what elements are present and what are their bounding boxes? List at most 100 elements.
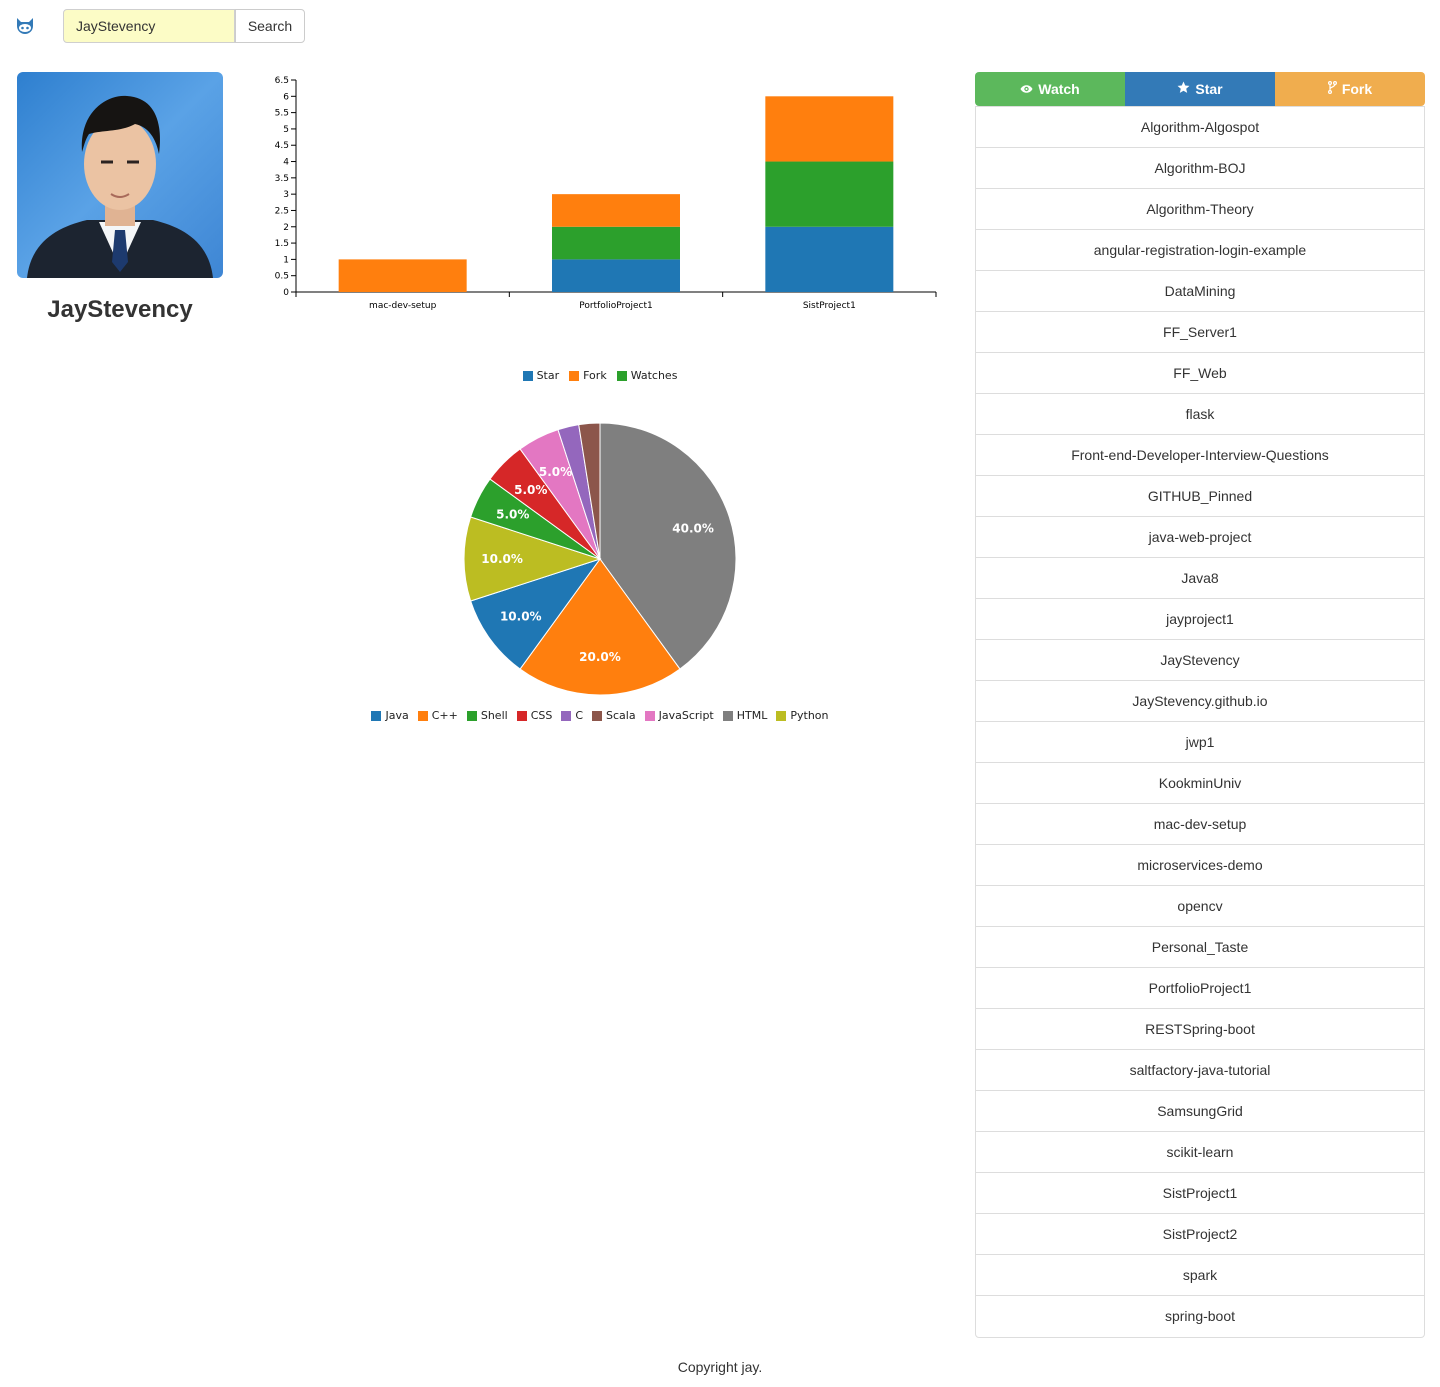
bar-sistproject1-star — [765, 227, 893, 292]
legend-label-html: HTML — [737, 709, 768, 722]
avatar — [17, 72, 223, 278]
legend-label-watches: Watches — [631, 369, 678, 382]
y-tick-label: 5.5 — [275, 109, 289, 119]
profile-username: JayStevency — [17, 296, 223, 324]
y-tick-label: 0.5 — [275, 272, 289, 282]
repo-item-kookminuniv[interactable]: KookminUniv — [976, 763, 1424, 804]
y-tick-label: 1 — [283, 255, 289, 265]
repo-item-jayproject1[interactable]: jayproject1 — [976, 599, 1424, 640]
repo-item-microservices-demo[interactable]: microservices-demo — [976, 845, 1424, 886]
repo-item-restspring-boot[interactable]: RESTSpring-boot — [976, 1009, 1424, 1050]
legend-label-fork: Fork — [583, 369, 607, 382]
pie-label-python: 10.0% — [481, 552, 523, 566]
legend-label-css: CSS — [531, 709, 553, 722]
bar-sistproject1-fork — [765, 96, 893, 161]
y-tick-label: 1.5 — [275, 239, 289, 249]
legend-swatch-java — [371, 711, 381, 721]
bar-portfolioproject1-star — [552, 259, 680, 292]
repo-item-angular-registration-login-example[interactable]: angular-registration-login-example — [976, 230, 1424, 271]
star-icon — [1177, 81, 1190, 97]
fork-button[interactable]: Fork — [1275, 72, 1425, 106]
legend-label-c: C++ — [432, 709, 458, 722]
search-button[interactable]: Search — [235, 9, 305, 43]
bar-portfolioproject1-fork — [552, 194, 680, 227]
y-tick-label: 2 — [283, 223, 289, 233]
legend-label-javascript: JavaScript — [659, 709, 714, 722]
legend-item-watches: Watches — [617, 369, 678, 382]
legend-item-java: Java — [371, 709, 408, 722]
y-tick-label: 3.5 — [275, 174, 289, 184]
y-tick-label: 6.5 — [275, 76, 289, 86]
star-label: Star — [1195, 81, 1222, 97]
legend-swatch-html — [723, 711, 733, 721]
y-tick-label: 2.5 — [275, 206, 289, 216]
legend-item-fork: Fork — [569, 369, 607, 382]
repo-item-ff-server1[interactable]: FF_Server1 — [976, 312, 1424, 353]
repo-item-github-pinned[interactable]: GITHUB_Pinned — [976, 476, 1424, 517]
legend-item-html: HTML — [723, 709, 768, 722]
repo-item-algorithm-boj[interactable]: Algorithm-BOJ — [976, 148, 1424, 189]
y-tick-label: 3 — [283, 190, 289, 200]
repo-item-mac-dev-setup[interactable]: mac-dev-setup — [976, 804, 1424, 845]
legend-item-python: Python — [776, 709, 828, 722]
legend-label-star: Star — [537, 369, 560, 382]
repo-item-sistproject2[interactable]: SistProject2 — [976, 1214, 1424, 1255]
repo-item-datamining[interactable]: DataMining — [976, 271, 1424, 312]
pie-label-javascript: 5.0% — [539, 465, 572, 479]
watch-label: Watch — [1038, 81, 1079, 97]
x-tick-label-portfolioproject1: PortfolioProject1 — [579, 301, 653, 311]
repo-item-portfolioproject1[interactable]: PortfolioProject1 — [976, 968, 1424, 1009]
legend-item-javascript: JavaScript — [645, 709, 714, 722]
repo-item-front-end-developer-interview-questions[interactable]: Front-end-Developer-Interview-Questions — [976, 435, 1424, 476]
top-bar: Search — [0, 0, 1440, 52]
bar-chart-bars — [339, 96, 894, 292]
fork-label: Fork — [1342, 81, 1372, 97]
repo-item-spark[interactable]: spark — [976, 1255, 1424, 1296]
y-tick-label: 6 — [283, 92, 289, 102]
repo-item-jaystevency[interactable]: JayStevency — [976, 640, 1424, 681]
repo-item-personal-taste[interactable]: Personal_Taste — [976, 927, 1424, 968]
repo-item-algorithm-algospot[interactable]: Algorithm-Algospot — [976, 107, 1424, 148]
repo-item-jaystevency-github-io[interactable]: JayStevency.github.io — [976, 681, 1424, 722]
repo-item-jwp1[interactable]: jwp1 — [976, 722, 1424, 763]
y-tick-label: 4.5 — [275, 141, 289, 151]
eye-icon — [1020, 81, 1033, 97]
repo-item-java8[interactable]: Java8 — [976, 558, 1424, 599]
legend-label-c: C — [575, 709, 583, 722]
watch-button[interactable]: Watch — [975, 72, 1125, 106]
stacked-bar-chart: 00.511.522.533.544.555.566.5mac-dev-setu… — [262, 70, 952, 320]
repo-item-samsunggrid[interactable]: SamsungGrid — [976, 1091, 1424, 1132]
search-input[interactable] — [63, 9, 235, 43]
x-tick-label-sistproject1: SistProject1 — [803, 301, 856, 311]
pie-label-html: 40.0% — [672, 522, 714, 536]
y-tick-label: 5 — [283, 125, 289, 135]
repo-item-java-web-project[interactable]: java-web-project — [976, 517, 1424, 558]
repo-item-sistproject1[interactable]: SistProject1 — [976, 1173, 1424, 1214]
legend-item-css: CSS — [517, 709, 553, 722]
repo-item-spring-boot[interactable]: spring-boot — [976, 1296, 1424, 1337]
legend-swatch-c — [418, 711, 428, 721]
footer-copyright: Copyright jay. — [0, 1359, 1440, 1375]
repo-item-algorithm-theory[interactable]: Algorithm-Theory — [976, 189, 1424, 230]
fork-icon — [1328, 81, 1337, 97]
legend-label-python: Python — [790, 709, 828, 722]
legend-item-scala: Scala — [592, 709, 636, 722]
y-tick-label: 4 — [283, 158, 289, 168]
repo-item-saltfactory-java-tutorial[interactable]: saltfactory-java-tutorial — [976, 1050, 1424, 1091]
legend-item-shell: Shell — [467, 709, 508, 722]
repo-item-opencv[interactable]: opencv — [976, 886, 1424, 927]
star-button[interactable]: Star — [1125, 72, 1275, 106]
pie-label-shell: 5.0% — [496, 508, 529, 522]
bar-mac-dev-setup-fork — [339, 259, 467, 292]
legend-swatch-scala — [592, 711, 602, 721]
github-octocat-icon[interactable] — [14, 16, 36, 36]
legend-swatch-c — [561, 711, 571, 721]
legend-label-scala: Scala — [606, 709, 636, 722]
repo-item-ff-web[interactable]: FF_Web — [976, 353, 1424, 394]
language-pie-chart: 40.0% 20.0% 10.0% 10.0% 5.0% 5.0% 5.0% — [462, 421, 738, 697]
repo-item-flask[interactable]: flask — [976, 394, 1424, 435]
legend-swatch-javascript — [645, 711, 655, 721]
repo-item-scikit-learn[interactable]: scikit-learn — [976, 1132, 1424, 1173]
bar-portfolioproject1-watches — [552, 227, 680, 260]
legend-swatch-shell — [467, 711, 477, 721]
